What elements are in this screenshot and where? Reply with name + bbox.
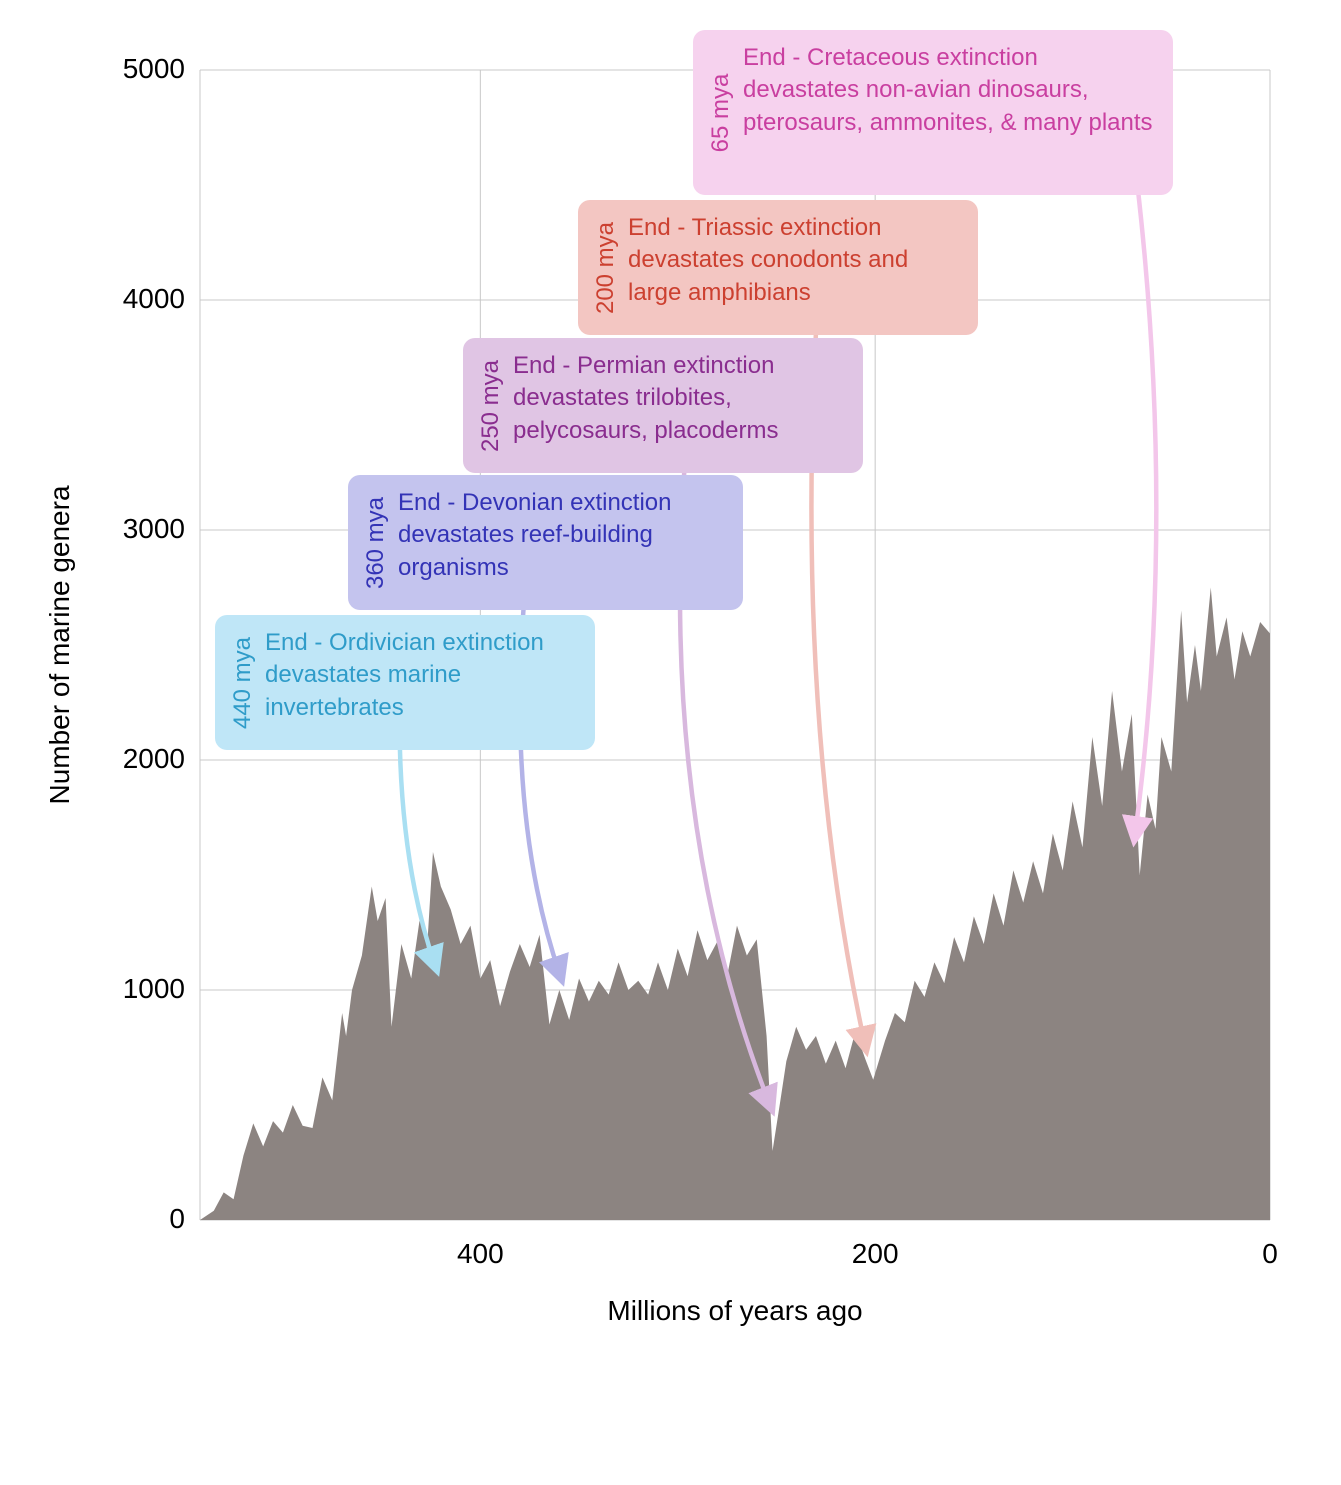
y-tick-label: 3000	[115, 513, 185, 545]
y-tick-label: 0	[115, 1203, 185, 1235]
callout-text: End - Devonian extinction devastates ree…	[398, 487, 727, 584]
callout-ordovician: 440 myaEnd - Ordivician extinction devas…	[215, 615, 595, 750]
x-tick-label: 0	[1230, 1238, 1310, 1270]
callout-mya-label: 200 mya	[590, 221, 622, 313]
y-tick-label: 1000	[115, 973, 185, 1005]
callout-permian: 250 myaEnd - Permian extinction devastat…	[463, 338, 863, 473]
callout-mya-label: 440 mya	[227, 636, 259, 728]
callout-mya-label: 65 mya	[705, 73, 737, 152]
callout-text: End - Ordivician extinction devastates m…	[265, 627, 579, 724]
x-tick-label: 400	[440, 1238, 520, 1270]
callout-mya-label: 360 mya	[360, 496, 392, 588]
callout-mya-label: 250 mya	[475, 359, 507, 451]
x-axis-title: Millions of years ago	[607, 1295, 862, 1327]
callout-text: End - Triassic extinction devastates con…	[628, 212, 962, 309]
callout-devonian: 360 myaEnd - Devonian extinction devasta…	[348, 475, 743, 610]
y-tick-label: 2000	[115, 743, 185, 775]
y-axis-title: Number of marine genera	[44, 485, 76, 804]
extinction-chart: 0100020003000400050004002000 Number of m…	[0, 0, 1341, 1485]
callout-text: End - Permian extinction devastates tril…	[513, 350, 847, 447]
callout-triassic: 200 myaEnd - Triassic extinction devasta…	[578, 200, 978, 335]
callout-text: End - Cretaceous extinction devastates n…	[743, 42, 1157, 139]
y-tick-label: 4000	[115, 283, 185, 315]
callout-cretaceous: 65 myaEnd - Cretaceous extinction devast…	[693, 30, 1173, 195]
y-tick-label: 5000	[115, 53, 185, 85]
x-tick-label: 200	[835, 1238, 915, 1270]
